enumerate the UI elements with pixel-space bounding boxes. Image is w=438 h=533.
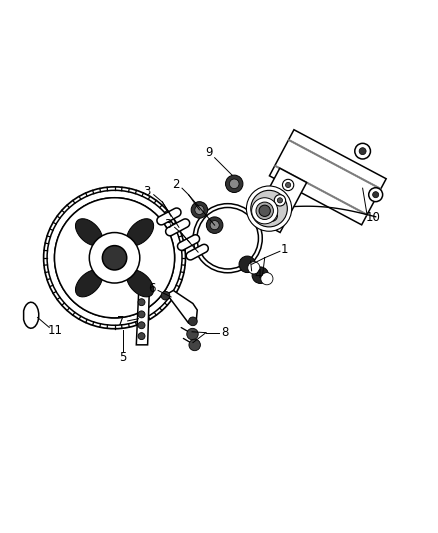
Circle shape (359, 148, 366, 155)
Ellipse shape (75, 219, 102, 246)
Circle shape (189, 339, 201, 351)
Polygon shape (136, 286, 149, 345)
Polygon shape (275, 165, 367, 215)
Text: 2: 2 (172, 178, 179, 191)
Circle shape (188, 317, 197, 326)
Text: 4: 4 (254, 268, 262, 281)
Circle shape (277, 198, 283, 203)
Circle shape (138, 322, 145, 329)
Circle shape (266, 210, 277, 221)
Text: 1: 1 (280, 244, 288, 256)
Circle shape (138, 333, 145, 340)
Ellipse shape (127, 270, 154, 297)
Text: 7: 7 (117, 316, 124, 328)
Circle shape (247, 186, 292, 231)
Circle shape (252, 267, 268, 284)
Circle shape (206, 217, 223, 233)
Circle shape (239, 256, 255, 272)
Circle shape (226, 175, 243, 192)
Circle shape (54, 198, 175, 318)
Circle shape (210, 221, 219, 230)
Circle shape (251, 190, 287, 227)
Text: 11: 11 (47, 324, 63, 337)
Circle shape (248, 262, 260, 274)
Circle shape (274, 195, 286, 206)
Circle shape (44, 187, 185, 329)
Circle shape (138, 311, 145, 318)
Circle shape (355, 143, 371, 159)
Circle shape (261, 272, 273, 285)
Circle shape (89, 232, 140, 283)
Circle shape (230, 179, 239, 189)
Circle shape (54, 198, 175, 318)
Text: 5: 5 (120, 351, 127, 364)
Polygon shape (177, 235, 200, 251)
Polygon shape (24, 302, 39, 328)
Polygon shape (288, 139, 381, 189)
Circle shape (195, 205, 204, 214)
Circle shape (102, 246, 127, 270)
Text: 8: 8 (221, 326, 229, 339)
Circle shape (138, 298, 145, 305)
Ellipse shape (127, 219, 154, 246)
Circle shape (256, 202, 273, 220)
Circle shape (369, 188, 383, 201)
Circle shape (252, 198, 278, 224)
Polygon shape (269, 130, 386, 225)
Text: 6: 6 (148, 282, 155, 295)
Circle shape (161, 292, 170, 300)
Polygon shape (157, 208, 181, 225)
Ellipse shape (75, 270, 102, 297)
Polygon shape (162, 290, 197, 323)
Circle shape (191, 201, 208, 218)
Text: 3: 3 (164, 218, 171, 231)
Circle shape (187, 328, 198, 340)
Text: 9: 9 (206, 146, 213, 158)
Text: 10: 10 (366, 211, 381, 224)
Polygon shape (166, 219, 190, 236)
Circle shape (259, 205, 270, 216)
Circle shape (373, 192, 379, 198)
Circle shape (269, 213, 274, 219)
Circle shape (286, 182, 291, 188)
Polygon shape (186, 244, 208, 260)
Circle shape (283, 179, 294, 191)
Polygon shape (253, 168, 307, 232)
Text: 3: 3 (144, 185, 151, 198)
